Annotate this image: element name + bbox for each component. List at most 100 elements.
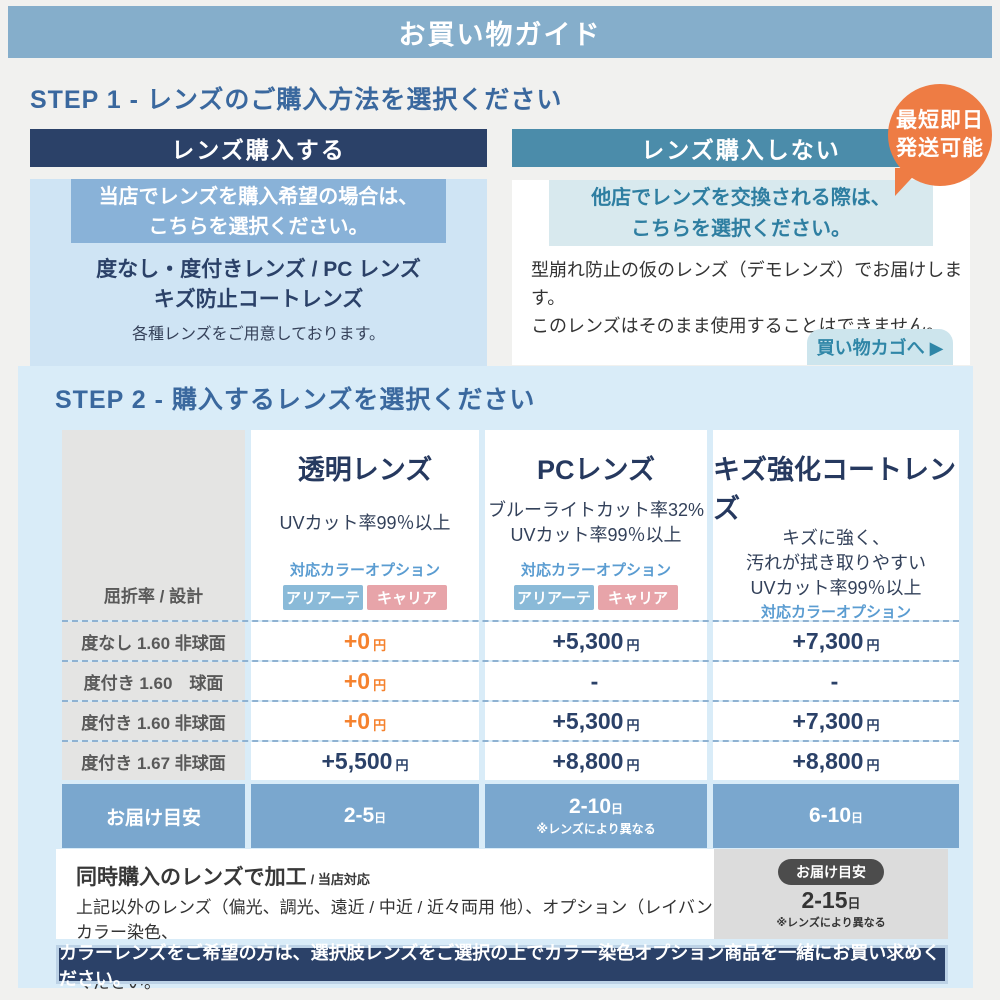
lens-title: キズ強化コートレンズ xyxy=(713,455,956,524)
price-unit: 円 xyxy=(626,718,640,733)
simul-body-line1: 上記以外のレンズ（偏光、調光、遠近 / 中近 / 近々両用 他）、オプション（レ… xyxy=(76,898,713,942)
delivery-cell: 2-10日 ※レンズにより異なる xyxy=(485,784,707,848)
delivery-value: 6-10日 xyxy=(808,804,864,827)
option-buy-lens-header[interactable]: レンズ購入する xyxy=(30,129,487,167)
table-row: 度なし 1.60 非球面 +0 円 +5,300 円 +7,300 円 xyxy=(62,620,959,660)
shipping-badge: 最短即日 発送可能 xyxy=(888,84,992,186)
simultaneous-purchase-title: 同時購入のレンズで加工 / 当店対応 xyxy=(76,861,714,891)
price-value: +8,800 xyxy=(552,747,624,774)
color-lens-note-bar: カラーレンズをご希望の方は、選択肢レンズをご選択の上でカラー染色オプション商品を… xyxy=(56,943,948,989)
demo-lens-note: 型崩れ防止の仮のレンズ（デモレンズ）でお届けします。 このレンズはそのまま使用す… xyxy=(512,256,970,340)
price-value: +5,300 xyxy=(552,627,624,654)
buy-note: 各種レンズをご用意しております。 xyxy=(131,326,386,343)
color-option-label: 対応カラーオプション xyxy=(760,604,911,621)
buy-lens-types-line1: 度なし・度付きレンズ / PC レンズ xyxy=(96,258,421,281)
row-label: 度付き 1.67 非球面 xyxy=(62,742,245,780)
no-lens-highlight-line1: 他店でレンズを交換される際は、 xyxy=(591,187,891,209)
row-label: 度付き 1.60 非球面 xyxy=(62,702,245,740)
price-cell: +7,300 円 xyxy=(713,622,959,660)
buy-highlight: 当店でレンズを購入希望の場合は、 こちらを選択ください。 xyxy=(71,179,446,243)
column-header-pc-lens[interactable]: PCレンズ ブルーライトカット率32% UVカット率99％以上 対応カラーオプシ… xyxy=(485,430,707,620)
lens-desc: UVカット率99％以上 xyxy=(279,487,450,559)
price-value: +7,300 xyxy=(792,707,864,734)
price-unit: 円 xyxy=(866,718,880,733)
row-label: 度なし 1.60 非球面 xyxy=(62,622,245,660)
price-unit: 円 xyxy=(626,638,640,653)
price-cell: +8,800 円 xyxy=(713,742,959,780)
lens-title: 透明レンズ xyxy=(297,455,433,485)
price-unit: 円 xyxy=(626,758,640,773)
table-row: 度付き 1.67 非球面 +5,500 円 +8,800 円 +8,800 円 xyxy=(62,740,959,780)
delivery-label: お届け目安 xyxy=(105,807,201,829)
simul-delivery-range: 2-15日 xyxy=(801,887,861,913)
simul-title-suffix: / 当店対応 xyxy=(310,872,370,887)
price-cell: - xyxy=(485,662,707,700)
option-no-lens-body: 他店でレンズを交換される際は、 こちらを選択ください。 型崩れ防止の仮のレンズ（… xyxy=(512,180,970,365)
color-option-label: 対応カラーオプション xyxy=(289,562,440,579)
step2-heading: STEP 2 - 購入するレンズを選択ください xyxy=(55,386,536,414)
price-cell: +7,300 円 xyxy=(713,702,959,740)
shipping-badge-line1: 最短即日 xyxy=(896,109,984,132)
simul-delivery-panel: お届け目安 2-15日 ※レンズにより異なる xyxy=(714,849,948,939)
table-header-row: 屈折率 / 設計 透明レンズ UVカット率99％以上 対応カラーオプション アリ… xyxy=(62,430,959,652)
buy-highlight-line2: こちらを選択ください。 xyxy=(148,216,369,238)
delivery-value: 2-10日 xyxy=(568,795,624,818)
price-value: +0 xyxy=(343,707,371,734)
simultaneous-purchase-text: 同時購入のレンズで加工 / 当店対応 上記以外のレンズ（偏光、調光、遠近 / 中近… xyxy=(56,849,714,992)
no-lens-highlight: 他店でレンズを交換される際は、 こちらを選択ください。 xyxy=(549,180,933,246)
price-cell: +8,800 円 xyxy=(485,742,707,780)
step1-heading: STEP 1 - レンズのご購入方法を選択ください xyxy=(30,86,563,114)
price-cell: +0 円 xyxy=(251,662,479,700)
price-value: +5,500 xyxy=(321,747,393,774)
simultaneous-purchase-box: 同時購入のレンズで加工 / 当店対応 上記以外のレンズ（偏光、調光、遠近 / 中近… xyxy=(56,849,948,992)
tag-career: キャリア xyxy=(598,585,678,610)
price-value: +0 xyxy=(343,667,371,694)
lens-desc: キズに強く、 汚れが拭き取りやすい UVカット率99％以上 xyxy=(746,526,926,601)
color-option-tags: アリアーテ キャリア xyxy=(514,585,678,610)
table-corner-cell: 屈折率 / 設計 xyxy=(62,430,245,620)
price-unit: 円 xyxy=(866,638,880,653)
price-cell: - xyxy=(713,662,959,700)
tag-ariate: アリアーテ xyxy=(514,585,594,610)
table-row: 度付き 1.60 非球面 +0 円 +5,300 円 +7,300 円 xyxy=(62,700,959,740)
simul-delivery-pill: お届け目安 xyxy=(778,859,884,885)
price-cell: +0 円 xyxy=(251,702,479,740)
lens-desc-line: キズに強く、 xyxy=(782,528,890,548)
price-unit: 円 xyxy=(395,758,409,773)
delivery-value: 2-5日 xyxy=(343,804,387,827)
price-unit: 円 xyxy=(866,758,880,773)
color-lens-note: カラーレンズをご希望の方は、選択肢レンズをご選択の上でカラー染色オプション商品を… xyxy=(59,942,941,989)
lens-desc-line: UVカット率99％以上 xyxy=(279,512,451,533)
simul-delivery-note: ※レンズにより異なる xyxy=(776,917,886,929)
shipping-badge-line2: 発送可能 xyxy=(896,137,984,160)
lens-desc-line: UVカット率99％以上 xyxy=(510,525,682,545)
step2-panel: STEP 2 - 購入するレンズを選択ください 屈折率 / 設計 透明レンズ U… xyxy=(18,366,973,992)
delivery-note: ※レンズにより異なる xyxy=(536,822,656,836)
price-value: +5,300 xyxy=(552,707,624,734)
lens-desc: ブルーライトカット率32% UVカット率99％以上 xyxy=(488,487,704,559)
tag-career: キャリア xyxy=(367,585,447,610)
buy-lens-types: 度なし・度付きレンズ / PC レンズ キズ防止コートレンズ xyxy=(30,255,487,315)
go-to-cart-button[interactable]: 買い物カゴへ ▶ xyxy=(807,329,953,365)
lens-title: PCレンズ xyxy=(537,455,655,485)
lens-desc-line: 汚れが拭き取りやすい xyxy=(746,553,926,573)
tag-ariate: アリアーテ xyxy=(283,585,363,610)
row-label: 度付き 1.60 球面 xyxy=(62,662,245,700)
table-row: 度付き 1.60 球面 +0 円 - - xyxy=(62,660,959,700)
no-lens-highlight-line2: こちらを選択ください。 xyxy=(631,218,851,240)
price-value: +8,800 xyxy=(792,747,864,774)
page-title: お買い物ガイド xyxy=(398,19,602,50)
demo-lens-note-line1: 型崩れ防止の仮のレンズ（デモレンズ）でお届けします。 xyxy=(531,260,963,308)
price-value: - xyxy=(830,667,839,694)
price-value: +7,300 xyxy=(792,627,864,654)
price-cell: +0 円 xyxy=(251,622,479,660)
price-unit: 円 xyxy=(373,678,387,693)
column-header-clear-lens[interactable]: 透明レンズ UVカット率99％以上 対応カラーオプション アリアーテ キャリア xyxy=(251,430,479,620)
simul-title-main: 同時購入のレンズで加工 xyxy=(76,866,307,889)
price-cell: +5,500 円 xyxy=(251,742,479,780)
column-header-scratch-coat-lens[interactable]: キズ強化コートレンズ キズに強く、 汚れが拭き取りやすい UVカット率99％以上… xyxy=(713,430,959,652)
delivery-row: お届け目安 2-5日 2-10日 ※レンズにより異なる 6-10日 xyxy=(62,784,959,848)
delivery-cell: 6-10日 xyxy=(713,784,959,848)
delivery-label-cell: お届け目安 xyxy=(62,784,245,848)
corner-label: 屈折率 / 設計 xyxy=(103,587,204,606)
